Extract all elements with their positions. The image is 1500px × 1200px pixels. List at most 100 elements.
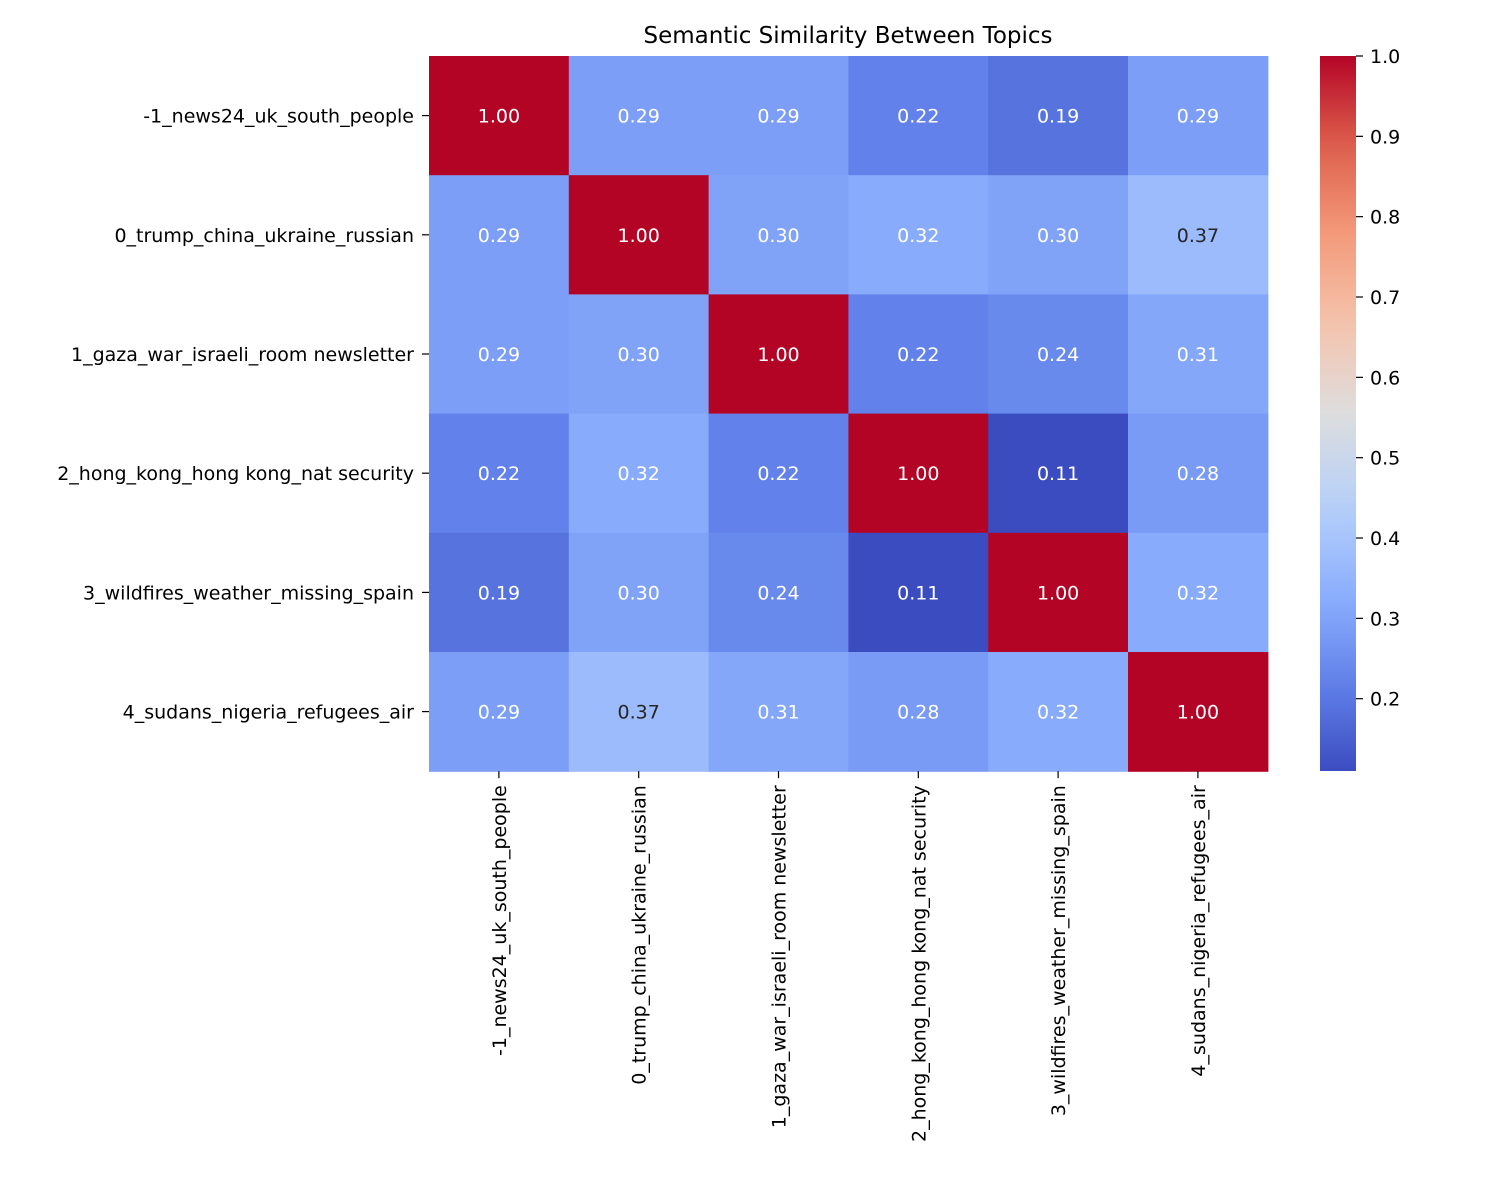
- cell-value-label: 0.29: [478, 702, 520, 724]
- colorbar-tick-label: 1.0: [1370, 46, 1400, 68]
- heatmap-cell: [848, 294, 989, 415]
- cell-value-label: 0.29: [618, 106, 660, 128]
- cell-value-label: 0.29: [478, 225, 520, 247]
- cell-value-label: 0.29: [1177, 106, 1219, 128]
- cell-value-label: 0.37: [618, 702, 660, 724]
- heatmap-cell: [429, 56, 570, 176]
- cell-value-label: 1.00: [757, 344, 799, 366]
- heatmap-cell: [429, 413, 570, 534]
- cell-value-label: 0.24: [1037, 344, 1079, 366]
- heatmap-cell: [708, 175, 849, 295]
- cell-value-label: 1.00: [618, 225, 660, 247]
- cell-value-label: 0.28: [1177, 463, 1219, 485]
- heatmap-cell: [848, 413, 989, 534]
- cell-value-label: 0.30: [618, 582, 660, 604]
- heatmap-cell: [1128, 652, 1269, 772]
- cell-value-label: 0.19: [1037, 106, 1079, 128]
- heatmap-cell: [429, 175, 570, 295]
- cell-value-label: 0.29: [478, 344, 520, 366]
- cell-value-label: 0.32: [618, 463, 660, 485]
- cell-value-label: 0.32: [1037, 702, 1079, 724]
- heatmap-cell: [708, 413, 849, 534]
- chart-title: Semantic Similarity Between Topics: [643, 23, 1052, 49]
- heatmap-cell: [708, 532, 849, 653]
- heatmap-cell: [848, 652, 989, 772]
- colorbar-tick-label: 0.8: [1370, 207, 1400, 229]
- cell-value-label: 0.32: [897, 225, 939, 247]
- x-tick-label: 3_wildfires_weather_missing_spain: [1048, 785, 1070, 1116]
- y-tick-label: 1_gaza_war_israeli_room newsletter: [71, 344, 414, 366]
- heatmap-cell: [568, 175, 710, 295]
- colorbar-tick-label: 0.9: [1370, 126, 1400, 148]
- x-tick-label: 0_trump_china_ukraine_russian: [629, 785, 651, 1085]
- cell-value-label: 0.19: [478, 582, 520, 604]
- cell-value-label: 0.22: [757, 463, 799, 485]
- colorbar-gradient: [1320, 56, 1356, 771]
- heatmap-cell: [568, 532, 710, 653]
- heatmap-cell: [568, 56, 710, 176]
- cell-value-label: 0.11: [897, 582, 939, 604]
- heatmap-cell: [1128, 532, 1269, 653]
- heatmap-cell: [988, 56, 1129, 176]
- colorbar-tick-label: 0.3: [1370, 608, 1400, 630]
- heatmap-cell: [568, 294, 710, 415]
- y-tick-label: 4_sudans_nigeria_refugees_air: [123, 702, 415, 724]
- heatmap-cell: [568, 652, 710, 772]
- cell-value-label: 0.24: [757, 582, 799, 604]
- cell-value-label: 0.32: [1177, 582, 1219, 604]
- cell-value-label: 1.00: [897, 463, 939, 485]
- cell-value-label: 0.31: [757, 702, 799, 724]
- y-tick-label: 0_trump_china_ukraine_russian: [114, 225, 414, 247]
- cell-value-label: 0.30: [618, 344, 660, 366]
- colorbar-tick-label: 0.4: [1370, 528, 1400, 550]
- cell-value-label: 0.37: [1177, 225, 1219, 247]
- colorbar-tick-label: 0.5: [1370, 448, 1400, 470]
- col-axis: -1_news24_uk_south_people 0_trump_china_u…: [489, 771, 1210, 1142]
- y-tick-label: 2_hong_kong_hong kong_nat security: [57, 463, 414, 485]
- cell-value-label: 0.22: [478, 463, 520, 485]
- heatmap-cell: [429, 532, 570, 653]
- heatmap-cell: [988, 532, 1129, 653]
- colorbar-tick-label: 0.6: [1370, 367, 1400, 389]
- heatmap-cell: [988, 294, 1129, 415]
- y-tick-label: 3_wildfires_weather_missing_spain: [83, 582, 414, 604]
- heatmap-cell: [848, 175, 989, 295]
- cell-value-label: 0.29: [757, 106, 799, 128]
- row-axis: -1_news24_uk_south_people 0_trump_china_u…: [57, 106, 429, 724]
- heatmap-cell: [708, 56, 849, 176]
- cell-value-label: 0.28: [897, 702, 939, 724]
- cell-value-label: 1.00: [478, 106, 520, 128]
- cell-value-label: 0.11: [1037, 463, 1079, 485]
- heatmap-cell: [1128, 56, 1269, 176]
- x-tick-label: -1_news24_uk_south_people: [489, 785, 511, 1056]
- heatmap-cell: [429, 294, 570, 415]
- cell-value-label: 0.30: [1037, 225, 1079, 247]
- heatmap-cells: [429, 56, 1269, 772]
- cell-value-label: 0.22: [897, 344, 939, 366]
- heatmap-cell: [708, 294, 849, 415]
- heatmap-cell: [568, 413, 710, 534]
- cell-value-label: 0.30: [757, 225, 799, 247]
- x-tick-label: 1_gaza_war_israeli_room newsletter: [769, 785, 791, 1128]
- cell-value-label: 0.22: [897, 106, 939, 128]
- heatmap-cell: [1128, 175, 1269, 295]
- cell-value-label: 0.31: [1177, 344, 1219, 366]
- y-tick-label: -1_news24_uk_south_people: [143, 106, 414, 128]
- heatmap-cell: [1128, 294, 1269, 415]
- heatmap-cell: [429, 652, 570, 772]
- cell-value-label: 1.00: [1037, 582, 1079, 604]
- heatmap-cell: [708, 652, 849, 772]
- colorbar: 0.2 0.3 0.4 0.5 0.6 0.7 0.8 0.9 1.0: [1320, 46, 1400, 771]
- x-tick-label: 2_hong_kong_hong kong_nat security: [908, 785, 930, 1142]
- heatmap-cell: [988, 175, 1129, 295]
- cell-annotations: 1.00 0.29 0.29 0.22 0.19 0.29 0.29 1.00 0.30 0.32…: [478, 106, 1219, 724]
- heatmap-cell: [988, 652, 1129, 772]
- colorbar-tick-label: 0.7: [1370, 287, 1400, 309]
- heatmap-cell: [848, 532, 989, 653]
- heatmap-cell: [988, 413, 1129, 534]
- colorbar-tick-label: 0.2: [1370, 689, 1400, 711]
- x-tick-label: 4_sudans_nigeria_refugees_air: [1188, 785, 1210, 1077]
- cell-value-label: 1.00: [1177, 702, 1219, 724]
- heatmap-cell: [848, 56, 989, 176]
